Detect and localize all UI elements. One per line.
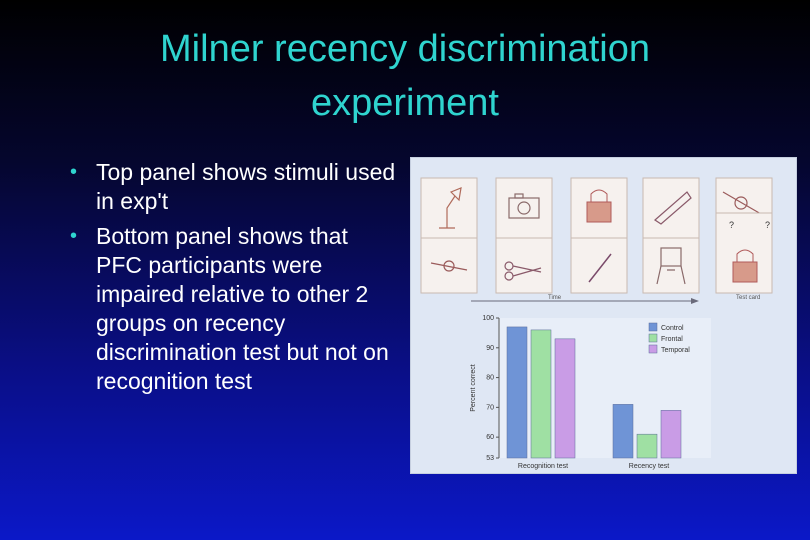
y-tick-label: 100 (482, 315, 494, 322)
stimulus-card (570, 177, 628, 241)
bar-frontal-1 (636, 433, 658, 459)
stimulus-card (570, 237, 628, 294)
lamp-icon (439, 187, 462, 229)
x-tick-label: Recognition test (518, 463, 568, 470)
bullet-text: Top panel shows stimuli used in exp't (96, 159, 396, 214)
question-mark-left: ? (729, 220, 735, 230)
stimulus-card (495, 237, 553, 294)
question-mark-right: ? (765, 220, 771, 230)
stimulus-card (495, 177, 553, 241)
watch-icon (722, 191, 762, 215)
stimulus-card (642, 237, 700, 294)
y-tick-label: 80 (486, 375, 494, 382)
legend-label: Frontal (661, 336, 683, 343)
stimulus-card (420, 177, 478, 241)
legend-label: Temporal (661, 347, 690, 354)
bar-control-1 (612, 404, 634, 459)
test-card-label: Test card (736, 295, 761, 301)
figure-panel: Time Test card ? ? 100 90 80 70 60 53 Percent … (410, 157, 797, 474)
legend-label: Control (661, 325, 684, 332)
bullet-dot-icon: • (70, 161, 78, 183)
y-tick-label: 53 (486, 455, 494, 462)
padlock-icon (732, 249, 758, 283)
y-axis-label: Percent correct (470, 364, 477, 412)
chair-icon (656, 247, 686, 285)
test-card (715, 212, 773, 294)
bullet-item: • Bottom panel shows that PFC participan… (70, 222, 400, 396)
bullet-text: Bottom panel shows that PFC participants… (96, 223, 389, 394)
camera-icon (508, 193, 540, 219)
bullet-list: • Top panel shows stimuli used in exp't … (70, 158, 400, 402)
stimuli-panel (420, 177, 773, 304)
legend-swatch (648, 344, 658, 354)
legend-swatch (648, 322, 658, 332)
stimulus-card (642, 177, 700, 241)
pen-icon (588, 253, 612, 283)
padlock-icon (586, 189, 612, 223)
scissors-icon (504, 261, 542, 281)
bar-control-0 (506, 326, 528, 459)
slide-title: Milner recency discrimination experiment (0, 22, 810, 130)
blade-icon (654, 191, 692, 225)
bar-temporal-1 (660, 410, 682, 459)
bar-frontal-0 (530, 329, 552, 459)
bullet-dot-icon: • (70, 225, 78, 247)
bullet-item: • Top panel shows stimuli used in exp't (70, 158, 400, 216)
stimulus-card (420, 237, 478, 294)
time-label: Time (548, 295, 562, 301)
bar-chart: 100 90 80 70 60 53 Percent correct Recognition … (470, 315, 711, 470)
y-tick-label: 60 (486, 434, 494, 441)
y-tick-label: 90 (486, 345, 494, 352)
bar-temporal-0 (554, 338, 576, 459)
x-tick-label: Recency test (629, 463, 670, 470)
y-tick-label: 70 (486, 404, 494, 411)
title-line-1: Milner recency discrimination (160, 28, 650, 70)
legend-swatch (648, 333, 658, 343)
watch-icon (430, 260, 468, 272)
time-arrow (471, 298, 699, 304)
title-line-2: experiment (311, 82, 499, 124)
